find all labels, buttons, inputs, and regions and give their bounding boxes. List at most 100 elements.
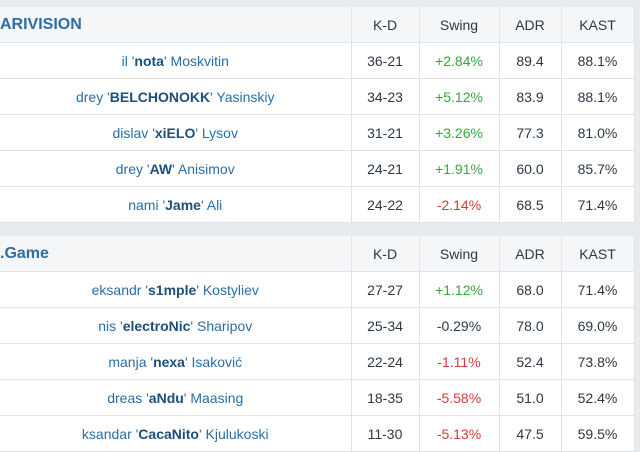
player-last-name: ' Maasing (183, 389, 244, 406)
column-header[interactable]: ADR (499, 236, 562, 272)
kd-cell: 18-35 (351, 379, 420, 416)
kast-cell: 71.4% (561, 186, 635, 223)
player-nickname: BELCHONOKK (109, 88, 211, 105)
column-header[interactable]: K-D (351, 7, 420, 43)
kast-cell: 88.1% (561, 42, 635, 79)
player-name[interactable]: ksandar 'CacaNito' Kjulukoski (0, 415, 352, 452)
column-header[interactable]: Swing (419, 7, 500, 43)
player-last-name: ' Ali (200, 196, 223, 213)
adr-cell: 51.0 (499, 379, 562, 416)
player-last-name: ' Sharipov (190, 317, 253, 334)
kast-cell: 69.0% (561, 307, 635, 344)
team-name[interactable]: ARIVISION (0, 7, 352, 43)
kast-cell: 85.7% (561, 150, 635, 187)
player-first-name: eksandr ' (91, 281, 149, 298)
player-nickname: s1mple (148, 281, 197, 298)
player-nickname: electroNic (122, 317, 191, 334)
player-nickname: AW (149, 160, 173, 177)
swing-cell: +5.12% (419, 78, 500, 115)
swing-cell: +3.26% (419, 114, 500, 151)
table-header-row: .Game K-D Swing ADR KAST (0, 236, 635, 272)
kd-cell: 24-21 (351, 150, 420, 187)
player-first-name: nami ' (128, 196, 166, 213)
table-row: nami 'Jame' Ali 24-22 -2.14% 68.5 71.4% (0, 186, 635, 223)
player-last-name: ' Kostyliev (196, 281, 259, 298)
player-name[interactable]: dreas 'aNdu' Maasing (0, 379, 352, 416)
player-nickname: nexa (153, 353, 185, 370)
swing-cell: -0.29% (419, 307, 500, 344)
player-last-name: ' Kjulukoski (198, 425, 269, 442)
player-nickname: CacaNito (138, 425, 199, 442)
kd-cell: 31-21 (351, 114, 420, 151)
table-row: drey 'BELCHONOKK' Yasinskiy 34-23 +5.12% 83… (0, 78, 635, 115)
kd-cell: 11-30 (351, 415, 420, 452)
table-row: manja 'nexa' Isaković 22-24 -1.11% 52.4 73.8… (0, 343, 635, 380)
column-header[interactable]: KAST (561, 7, 635, 43)
kd-cell: 25-34 (351, 307, 420, 344)
adr-cell: 89.4 (499, 42, 562, 79)
table-row: drey 'AW' Anisimov 24-21 +1.91% 60.0 85.7% (0, 150, 635, 187)
kast-cell: 81.0% (561, 114, 635, 151)
player-name[interactable]: il 'nota' Moskvitin (0, 42, 352, 79)
kd-cell: 24-22 (351, 186, 420, 223)
kast-cell: 71.4% (561, 271, 635, 308)
player-name[interactable]: dislav 'xiELO' Lysov (0, 114, 352, 151)
kast-cell: 52.4% (561, 379, 635, 416)
kd-cell: 27-27 (351, 271, 420, 308)
player-name[interactable]: manja 'nexa' Isaković (0, 343, 352, 380)
player-nickname: aNdu (148, 389, 184, 406)
player-last-name: ' Isaković (184, 353, 243, 370)
player-first-name: ksandar ' (81, 425, 139, 442)
team-stats-table-1: ARIVISION K-D Swing ADR KAST il 'nota' Moskvi… (0, 7, 635, 223)
kast-cell: 73.8% (561, 343, 635, 380)
table-row: eksandr 's1mple' Kostyliev 27-27 +1.12% 68.… (0, 271, 635, 308)
player-name[interactable]: drey 'AW' Anisimov (0, 150, 352, 187)
column-header[interactable]: Swing (419, 236, 500, 272)
team-stats-table-2: .Game K-D Swing ADR KAST eksandr 's1mple' Kos… (0, 236, 635, 452)
swing-cell: -2.14% (419, 186, 500, 223)
player-last-name: ' Yasinskiy (210, 88, 275, 105)
kd-cell: 34-23 (351, 78, 420, 115)
swing-cell: -5.58% (419, 379, 500, 416)
table-row: ksandar 'CacaNito' Kjulukoski 11-30 -5.13%… (0, 415, 635, 452)
adr-cell: 68.0 (499, 271, 562, 308)
player-nickname: xiELO (154, 124, 196, 141)
player-name[interactable]: nis 'electroNic' Sharipov (0, 307, 352, 344)
adr-cell: 60.0 (499, 150, 562, 187)
adr-cell: 47.5 (499, 415, 562, 452)
column-header[interactable]: ADR (499, 7, 562, 43)
swing-cell: +2.84% (419, 42, 500, 79)
swing-cell: -5.13% (419, 415, 500, 452)
player-last-name: ' Anisimov (172, 160, 235, 177)
kast-cell: 59.5% (561, 415, 635, 452)
player-first-name: drey ' (115, 160, 150, 177)
player-nickname: nota (134, 52, 164, 69)
adr-cell: 78.0 (499, 307, 562, 344)
table-row: il 'nota' Moskvitin 36-21 +2.84% 89.4 88.1% (0, 42, 635, 79)
adr-cell: 77.3 (499, 114, 562, 151)
kast-cell: 88.1% (561, 78, 635, 115)
kd-cell: 36-21 (351, 42, 420, 79)
adr-cell: 83.9 (499, 78, 562, 115)
kd-cell: 22-24 (351, 343, 420, 380)
table-header-row: ARIVISION K-D Swing ADR KAST (0, 7, 635, 43)
player-first-name: il ' (121, 52, 135, 69)
table-row: dreas 'aNdu' Maasing 18-35 -5.58% 51.0 52.4% (0, 379, 635, 416)
player-name[interactable]: drey 'BELCHONOKK' Yasinskiy (0, 78, 352, 115)
player-first-name: drey ' (75, 88, 110, 105)
player-last-name: ' Moskvitin (163, 52, 229, 69)
column-header[interactable]: KAST (561, 236, 635, 272)
player-first-name: nis ' (98, 317, 123, 334)
table-row: nis 'electroNic' Sharipov 25-34 -0.29% 78.0… (0, 307, 635, 344)
player-first-name: manja ' (108, 353, 154, 370)
player-nickname: Jame (165, 196, 201, 213)
player-name[interactable]: eksandr 's1mple' Kostyliev (0, 271, 352, 308)
player-name[interactable]: nami 'Jame' Ali (0, 186, 352, 223)
swing-cell: +1.91% (419, 150, 500, 187)
column-header[interactable]: K-D (351, 236, 420, 272)
team-name[interactable]: .Game (0, 236, 352, 272)
player-first-name: dislav ' (112, 124, 155, 141)
adr-cell: 68.5 (499, 186, 562, 223)
adr-cell: 52.4 (499, 343, 562, 380)
player-last-name: ' Lysov (195, 124, 238, 141)
